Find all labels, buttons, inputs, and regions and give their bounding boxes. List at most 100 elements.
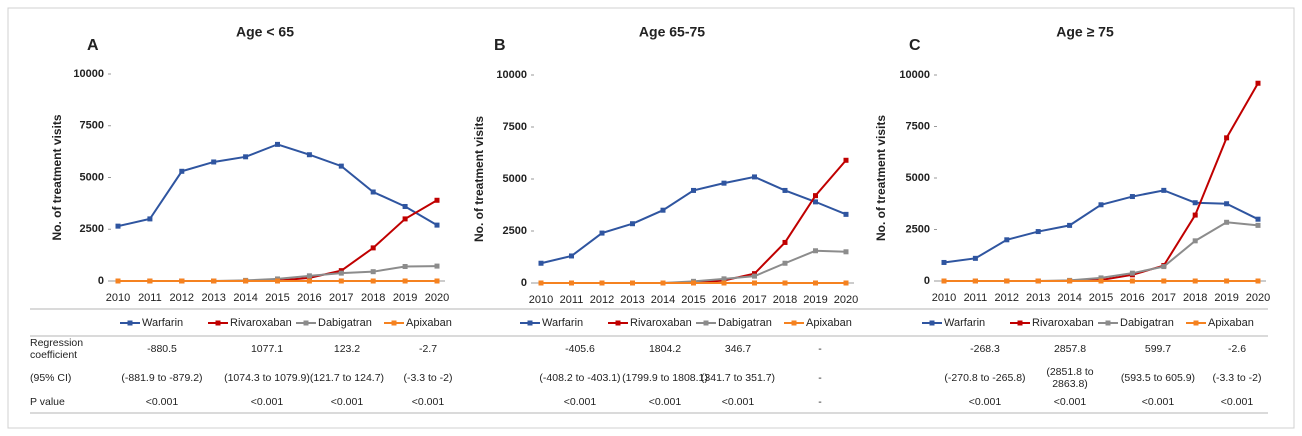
marker — [1224, 135, 1230, 141]
marker — [782, 187, 788, 193]
marker — [402, 216, 408, 222]
table-cell: (593.5 to 605.9) — [1120, 372, 1196, 384]
y-tick-label: 2500 — [503, 225, 527, 237]
table-cell: (1074.3 to 1079.9) — [224, 372, 310, 384]
marker — [1255, 222, 1261, 228]
marker — [538, 260, 544, 266]
marker — [1098, 278, 1104, 284]
legend-label: Dabigatran — [318, 317, 372, 329]
table-cell: -268.3 — [970, 343, 1000, 355]
row-label: Regression coefficient — [30, 337, 84, 361]
marker — [1161, 278, 1167, 284]
table-cell: 1077.1 — [250, 343, 284, 355]
y-tick-label: 0 — [98, 275, 104, 287]
x-tick-label: 2014 — [233, 292, 257, 304]
marker — [115, 223, 121, 229]
marker — [275, 141, 280, 147]
legend-label: Warfarin — [142, 317, 183, 329]
x-tick-label: 2017 — [1152, 292, 1176, 304]
marker — [843, 157, 849, 163]
legend-label: Rivaroxaban — [1032, 317, 1094, 329]
y-tick-label: 5000 — [503, 173, 527, 185]
x-tick-label: 2014 — [1057, 292, 1081, 304]
marker — [243, 154, 249, 160]
y-tick-label: 0 — [924, 275, 930, 287]
x-tick-label: 2020 — [425, 292, 449, 304]
y-axis-label: No. of treatment visits — [874, 115, 888, 241]
marker — [370, 269, 376, 275]
marker — [1129, 278, 1135, 284]
marker — [782, 239, 788, 245]
x-tick-label: 2018 — [361, 292, 385, 304]
x-tick-label: 2019 — [803, 294, 827, 306]
marker — [1192, 212, 1198, 218]
marker — [813, 193, 818, 199]
table-cell: (-270.8 to -265.8) — [944, 372, 1026, 384]
x-tick-label: 2013 — [1026, 292, 1050, 304]
y-tick-label: 10000 — [73, 68, 104, 80]
x-tick-label: 2011 — [138, 292, 162, 304]
y-tick-label: 7500 — [503, 121, 527, 133]
marker — [370, 189, 376, 195]
y-tick-label: 7500 — [906, 120, 930, 132]
marker — [370, 278, 376, 284]
table-cell: (341.7 to 351.7) — [700, 372, 776, 384]
table-cell: <0.001 — [648, 396, 682, 408]
y-tick-label: 5000 — [80, 171, 104, 183]
marker — [721, 280, 727, 286]
marker — [782, 260, 788, 266]
marker — [941, 259, 947, 265]
marker — [1098, 275, 1104, 281]
table-cell: <0.001 — [1141, 396, 1175, 408]
marker — [1098, 202, 1104, 208]
marker — [843, 280, 849, 286]
table-cell: - — [818, 372, 822, 384]
marker — [752, 280, 757, 286]
legend-label: Dabigatran — [1120, 317, 1174, 329]
table-cell: - — [818, 343, 822, 355]
marker — [370, 245, 376, 251]
table-cell: (121.7 to 124.7) — [309, 372, 385, 384]
marker — [630, 280, 635, 286]
table-cell: -880.5 — [147, 343, 177, 355]
marker — [1129, 194, 1135, 200]
x-tick-label: 2012 — [170, 292, 194, 304]
legend-label: Rivaroxaban — [630, 317, 692, 329]
x-tick-label: 2018 — [773, 294, 797, 306]
table-cell: <0.001 — [145, 396, 179, 408]
marker — [1161, 187, 1167, 193]
legend-label: Rivaroxaban — [230, 317, 292, 329]
marker — [1035, 229, 1041, 235]
marker — [1129, 270, 1135, 276]
series-line — [541, 159, 847, 284]
y-axis-label: No. of treatment visits — [472, 116, 486, 242]
marker — [599, 230, 605, 236]
table-cell: <0.001 — [250, 396, 284, 408]
marker — [1224, 219, 1230, 225]
x-tick-label: 2016 — [297, 292, 321, 304]
marker — [402, 278, 408, 284]
table-cell: (1799.9 to 1808.1) — [622, 372, 708, 384]
marker — [402, 203, 408, 209]
marker — [1192, 238, 1198, 244]
x-tick-label: 2016 — [1120, 292, 1144, 304]
marker — [211, 159, 217, 165]
marker — [1192, 200, 1198, 206]
marker — [338, 163, 344, 169]
legend-label: Dabigatran — [718, 317, 772, 329]
x-tick-label: 2015 — [265, 292, 289, 304]
marker — [691, 280, 696, 286]
legend-marker — [791, 320, 797, 326]
table-cell: 123.2 — [333, 343, 361, 355]
table-cell: - — [818, 396, 822, 408]
legend-marker — [527, 320, 533, 326]
panel-label: C — [909, 37, 921, 54]
marker — [1035, 278, 1041, 284]
marker — [843, 211, 849, 217]
table-cell: (2851.8 to 2863.8) — [1046, 366, 1094, 390]
legend-marker — [1193, 320, 1199, 326]
marker — [211, 278, 217, 284]
table-cell: (-3.3 to -2) — [1212, 372, 1262, 384]
marker — [972, 278, 978, 284]
